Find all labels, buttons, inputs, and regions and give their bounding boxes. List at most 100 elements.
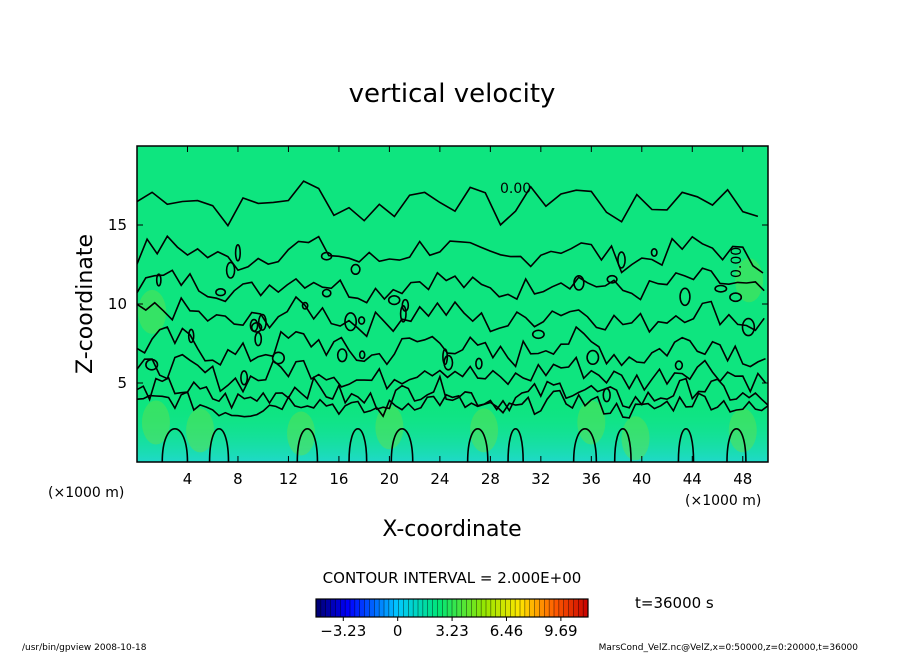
contour-closed xyxy=(225,261,236,279)
contour-closed xyxy=(336,348,348,363)
contour-cell xyxy=(466,428,489,462)
colorbar-segment xyxy=(379,599,385,617)
updraft-patch xyxy=(186,408,215,453)
contour-closed xyxy=(650,248,658,258)
contour-cell xyxy=(677,428,695,462)
colorbar-segment xyxy=(529,599,535,617)
contour-closed xyxy=(187,328,195,344)
colorbar-segment xyxy=(316,599,322,617)
time-text: t=36000 s xyxy=(635,594,714,612)
contour-closed xyxy=(155,273,162,287)
colorbar-segment xyxy=(427,599,433,617)
contour-closed xyxy=(674,360,684,371)
contour-line xyxy=(137,234,764,274)
colorbar-segment xyxy=(558,599,565,617)
colorbar-segment xyxy=(466,599,472,617)
contour-cell xyxy=(390,428,414,462)
colorbar-segment xyxy=(384,599,390,617)
heatmap-field xyxy=(137,146,768,462)
contour-line xyxy=(137,180,759,228)
contour-closed xyxy=(531,329,545,340)
contour-cell xyxy=(348,428,368,462)
colorbar-segment xyxy=(330,599,336,617)
footer-right: MarsCond_VelZ.nc@VelZ,x=0:50000,z=0:2000… xyxy=(599,643,859,653)
colorbar-segment xyxy=(359,599,365,617)
colorbar-segment xyxy=(350,599,356,617)
contour-closed xyxy=(729,292,743,303)
contour-label-right: 0.00 xyxy=(729,247,745,278)
contour-closed xyxy=(215,288,227,297)
contour-closed xyxy=(586,349,600,366)
contour-closed xyxy=(475,357,483,370)
contour-cell xyxy=(208,428,230,462)
colorbar-segment xyxy=(320,599,327,617)
colorbar-segment xyxy=(515,599,521,617)
x-tick-label: 32 xyxy=(531,470,550,488)
colorbar-segment xyxy=(510,599,516,617)
colorbar-segment xyxy=(476,599,482,617)
colorbar-segment xyxy=(549,599,555,617)
colorbar-tick-label: −3.23 xyxy=(320,622,366,640)
y-axis-label: Z-coordinate xyxy=(73,234,98,374)
y-tick-label: 5 xyxy=(117,374,127,392)
contour-closed xyxy=(602,387,611,403)
x-unit-right: (×1000 m) xyxy=(685,493,761,509)
contour-closed xyxy=(234,244,241,262)
colorbar-ticks: −3.23 0 3.23 6.46 9.69 xyxy=(320,617,578,640)
x-tick-label: 20 xyxy=(380,470,399,488)
colorbar-segment xyxy=(505,599,511,617)
colorbar-segment xyxy=(539,599,545,617)
updraft-patch xyxy=(728,408,757,453)
colorbar-segment xyxy=(452,599,458,617)
contour-closed xyxy=(573,274,585,291)
updraft-patches xyxy=(138,258,764,461)
x-tick-label: 8 xyxy=(233,470,243,488)
colorbar-segment xyxy=(437,599,443,617)
colorbar-segment xyxy=(447,599,453,617)
x-tick-label: 28 xyxy=(481,470,500,488)
colorbar xyxy=(315,599,589,617)
colorbar-segment xyxy=(374,599,380,617)
contour-closed xyxy=(401,298,410,312)
contour-label-top: 0.00 xyxy=(500,181,531,197)
colorbar-segment xyxy=(354,599,361,617)
colorbar-segment xyxy=(583,599,589,617)
colorbar-tick-label: 0 xyxy=(393,622,403,640)
colorbar-tick-label: 9.69 xyxy=(544,622,577,640)
y-tick-label: 10 xyxy=(108,295,127,313)
contour-line xyxy=(137,389,768,419)
updraft-patch xyxy=(138,289,167,334)
colorbar-segment xyxy=(534,599,540,617)
colorbar-segment xyxy=(364,599,370,617)
contour-closed xyxy=(399,304,407,323)
contour-closed xyxy=(617,251,626,269)
contour-line xyxy=(137,267,765,304)
contour-closed xyxy=(257,313,267,331)
colorbar-segment xyxy=(486,599,492,617)
contour-line xyxy=(137,374,768,413)
colorbar-segment xyxy=(335,599,341,617)
colorbar-segment xyxy=(413,599,419,617)
contour-closed xyxy=(358,350,366,360)
colorbar-segment xyxy=(403,599,409,617)
contour-closed xyxy=(301,301,309,310)
footer-left: /usr/bin/gpview 2008-10-18 xyxy=(22,643,147,653)
colorbar-segment xyxy=(393,599,399,617)
updraft-patch xyxy=(141,400,170,445)
contour-closed xyxy=(357,316,366,325)
colorbar-tick-label: 3.23 xyxy=(435,622,468,640)
contour-closed xyxy=(271,351,286,365)
colorbar-tick-label: 6.46 xyxy=(490,622,523,640)
contour-closed xyxy=(240,370,249,386)
colorbar-segment xyxy=(573,599,579,617)
colorbar-segment xyxy=(442,599,448,617)
contour-closed xyxy=(320,251,333,261)
x-axis-label: X-coordinate xyxy=(382,517,521,542)
colorbar-segment xyxy=(520,599,526,617)
x-unit-left: (×1000 m) xyxy=(48,485,124,501)
colorbar-segment xyxy=(432,599,438,617)
colorbar-segment xyxy=(481,599,487,617)
colorbar-segment xyxy=(495,599,501,617)
near-ground-band xyxy=(137,400,768,462)
